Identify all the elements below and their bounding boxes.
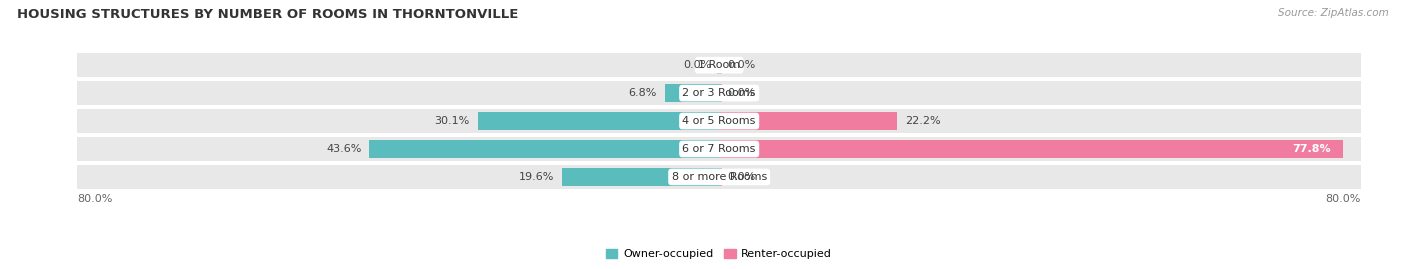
Bar [77, 53, 1361, 77]
Text: 43.6%: 43.6% [326, 144, 361, 154]
Text: 30.1%: 30.1% [434, 116, 470, 126]
Bar [77, 109, 1361, 133]
Text: 4 or 5 Rooms: 4 or 5 Rooms [682, 116, 756, 126]
Bar [77, 165, 1361, 189]
Bar [720, 84, 721, 102]
Bar [562, 168, 720, 186]
Text: Source: ZipAtlas.com: Source: ZipAtlas.com [1278, 8, 1389, 18]
Bar [665, 84, 720, 102]
Bar [720, 168, 721, 186]
Text: 6.8%: 6.8% [628, 88, 657, 98]
Text: HOUSING STRUCTURES BY NUMBER OF ROOMS IN THORNTONVILLE: HOUSING STRUCTURES BY NUMBER OF ROOMS IN… [17, 8, 519, 21]
Text: 77.8%: 77.8% [1292, 144, 1331, 154]
Text: 0.0%: 0.0% [727, 88, 755, 98]
Text: 80.0%: 80.0% [1326, 194, 1361, 204]
Legend: Owner-occupied, Renter-occupied: Owner-occupied, Renter-occupied [602, 244, 837, 264]
Bar [77, 137, 1361, 161]
Bar [720, 140, 1343, 158]
Bar [717, 56, 720, 74]
Text: 2 or 3 Rooms: 2 or 3 Rooms [682, 88, 756, 98]
Text: 80.0%: 80.0% [77, 194, 112, 204]
Bar [720, 112, 897, 130]
Text: 6 or 7 Rooms: 6 or 7 Rooms [682, 144, 756, 154]
Text: 0.0%: 0.0% [727, 172, 755, 182]
Text: 0.0%: 0.0% [727, 60, 755, 70]
Bar [77, 81, 1361, 105]
Text: 19.6%: 19.6% [519, 172, 554, 182]
Bar [720, 56, 721, 74]
Bar [370, 140, 720, 158]
Bar [478, 112, 720, 130]
Text: 1 Room: 1 Room [699, 60, 740, 70]
Text: 22.2%: 22.2% [905, 116, 941, 126]
Text: 8 or more Rooms: 8 or more Rooms [672, 172, 766, 182]
Text: 0.0%: 0.0% [683, 60, 711, 70]
